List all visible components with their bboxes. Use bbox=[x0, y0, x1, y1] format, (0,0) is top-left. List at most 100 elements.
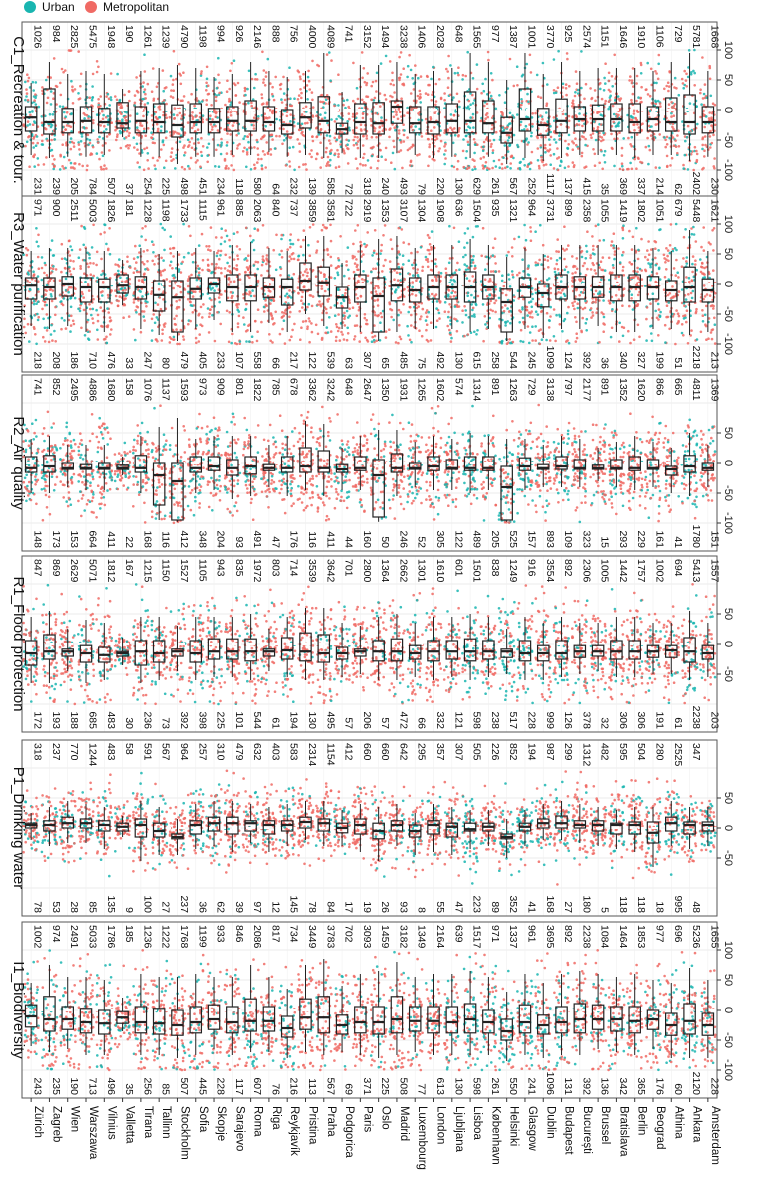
data-point bbox=[520, 100, 524, 103]
data-point bbox=[682, 163, 685, 167]
data-point bbox=[304, 319, 308, 323]
data-point bbox=[552, 89, 556, 92]
count-label-high: 925 bbox=[562, 25, 574, 43]
data-point bbox=[457, 73, 460, 77]
data-point bbox=[146, 101, 150, 105]
data-point bbox=[141, 295, 144, 298]
data-point bbox=[508, 338, 512, 341]
data-point bbox=[37, 233, 40, 237]
count-label-high: 2825 bbox=[68, 25, 80, 49]
data-point bbox=[172, 49, 176, 53]
data-point bbox=[300, 91, 303, 95]
data-point bbox=[191, 117, 195, 121]
data-point bbox=[245, 151, 249, 154]
data-point bbox=[509, 321, 512, 325]
data-point bbox=[345, 338, 349, 342]
data-point bbox=[398, 55, 401, 59]
data-point bbox=[444, 271, 448, 275]
data-point bbox=[526, 325, 530, 328]
data-point bbox=[245, 259, 249, 262]
data-point bbox=[274, 75, 278, 79]
data-point bbox=[522, 270, 525, 273]
data-point bbox=[49, 76, 52, 79]
data-point bbox=[347, 112, 351, 115]
data-point bbox=[223, 267, 227, 270]
data-point bbox=[359, 123, 363, 126]
data-point bbox=[692, 69, 695, 73]
data-point bbox=[172, 158, 175, 161]
data-point bbox=[363, 242, 366, 246]
data-point bbox=[420, 334, 424, 338]
data-point bbox=[152, 251, 155, 254]
data-point bbox=[136, 161, 139, 164]
data-point bbox=[305, 268, 308, 271]
data-point bbox=[572, 102, 575, 106]
data-point bbox=[61, 303, 65, 307]
data-point bbox=[481, 303, 485, 306]
data-point bbox=[401, 166, 404, 170]
data-point bbox=[446, 315, 450, 319]
data-point bbox=[549, 287, 552, 290]
count-label-low: 225 bbox=[160, 177, 172, 195]
data-point bbox=[361, 278, 364, 281]
data-point bbox=[183, 131, 187, 134]
data-point bbox=[484, 138, 488, 141]
data-point bbox=[443, 131, 446, 135]
data-point bbox=[82, 111, 86, 115]
data-point bbox=[88, 96, 92, 99]
data-point bbox=[636, 156, 640, 160]
data-point bbox=[304, 105, 308, 109]
data-point bbox=[311, 59, 314, 63]
data-point bbox=[453, 71, 457, 75]
data-point bbox=[345, 264, 348, 267]
data-point bbox=[128, 131, 131, 135]
data-point bbox=[320, 228, 324, 232]
data-point bbox=[60, 270, 63, 274]
data-point bbox=[621, 168, 625, 171]
data-point bbox=[522, 157, 525, 161]
data-point bbox=[596, 125, 600, 129]
data-point bbox=[671, 136, 675, 139]
data-point bbox=[677, 129, 680, 133]
data-point bbox=[455, 92, 459, 96]
data-point bbox=[136, 305, 140, 309]
data-point bbox=[229, 114, 233, 117]
data-point bbox=[393, 91, 396, 94]
data-point bbox=[170, 159, 173, 162]
data-point bbox=[667, 85, 671, 88]
data-point bbox=[470, 258, 474, 262]
data-point bbox=[458, 105, 461, 109]
data-point bbox=[345, 309, 349, 313]
data-point bbox=[566, 57, 569, 61]
data-point bbox=[198, 333, 201, 336]
data-point bbox=[288, 246, 292, 249]
data-point bbox=[375, 339, 379, 343]
data-point bbox=[310, 304, 314, 308]
data-point bbox=[228, 311, 231, 314]
data-point bbox=[114, 294, 118, 298]
data-point bbox=[36, 318, 40, 322]
data-point bbox=[135, 126, 139, 129]
legend-label-urban: Urban bbox=[42, 0, 75, 14]
data-point bbox=[433, 262, 437, 266]
count-label-high: 1026 bbox=[32, 25, 44, 49]
data-point bbox=[501, 126, 505, 129]
data-point bbox=[173, 317, 176, 321]
data-point bbox=[355, 86, 359, 90]
count-label-high: 729 bbox=[672, 25, 684, 43]
data-point bbox=[215, 254, 219, 258]
data-point bbox=[199, 74, 203, 77]
data-point bbox=[352, 61, 355, 65]
data-point bbox=[335, 117, 338, 121]
data-point bbox=[60, 316, 64, 320]
data-point bbox=[87, 265, 90, 269]
data-point bbox=[667, 103, 671, 106]
data-point bbox=[36, 312, 39, 316]
data-point bbox=[70, 314, 73, 318]
data-point bbox=[257, 157, 260, 161]
count-label-low: 451 bbox=[196, 177, 208, 195]
data-point bbox=[59, 154, 62, 158]
data-point bbox=[58, 279, 62, 283]
data-point bbox=[648, 94, 652, 98]
data-point bbox=[448, 303, 451, 306]
